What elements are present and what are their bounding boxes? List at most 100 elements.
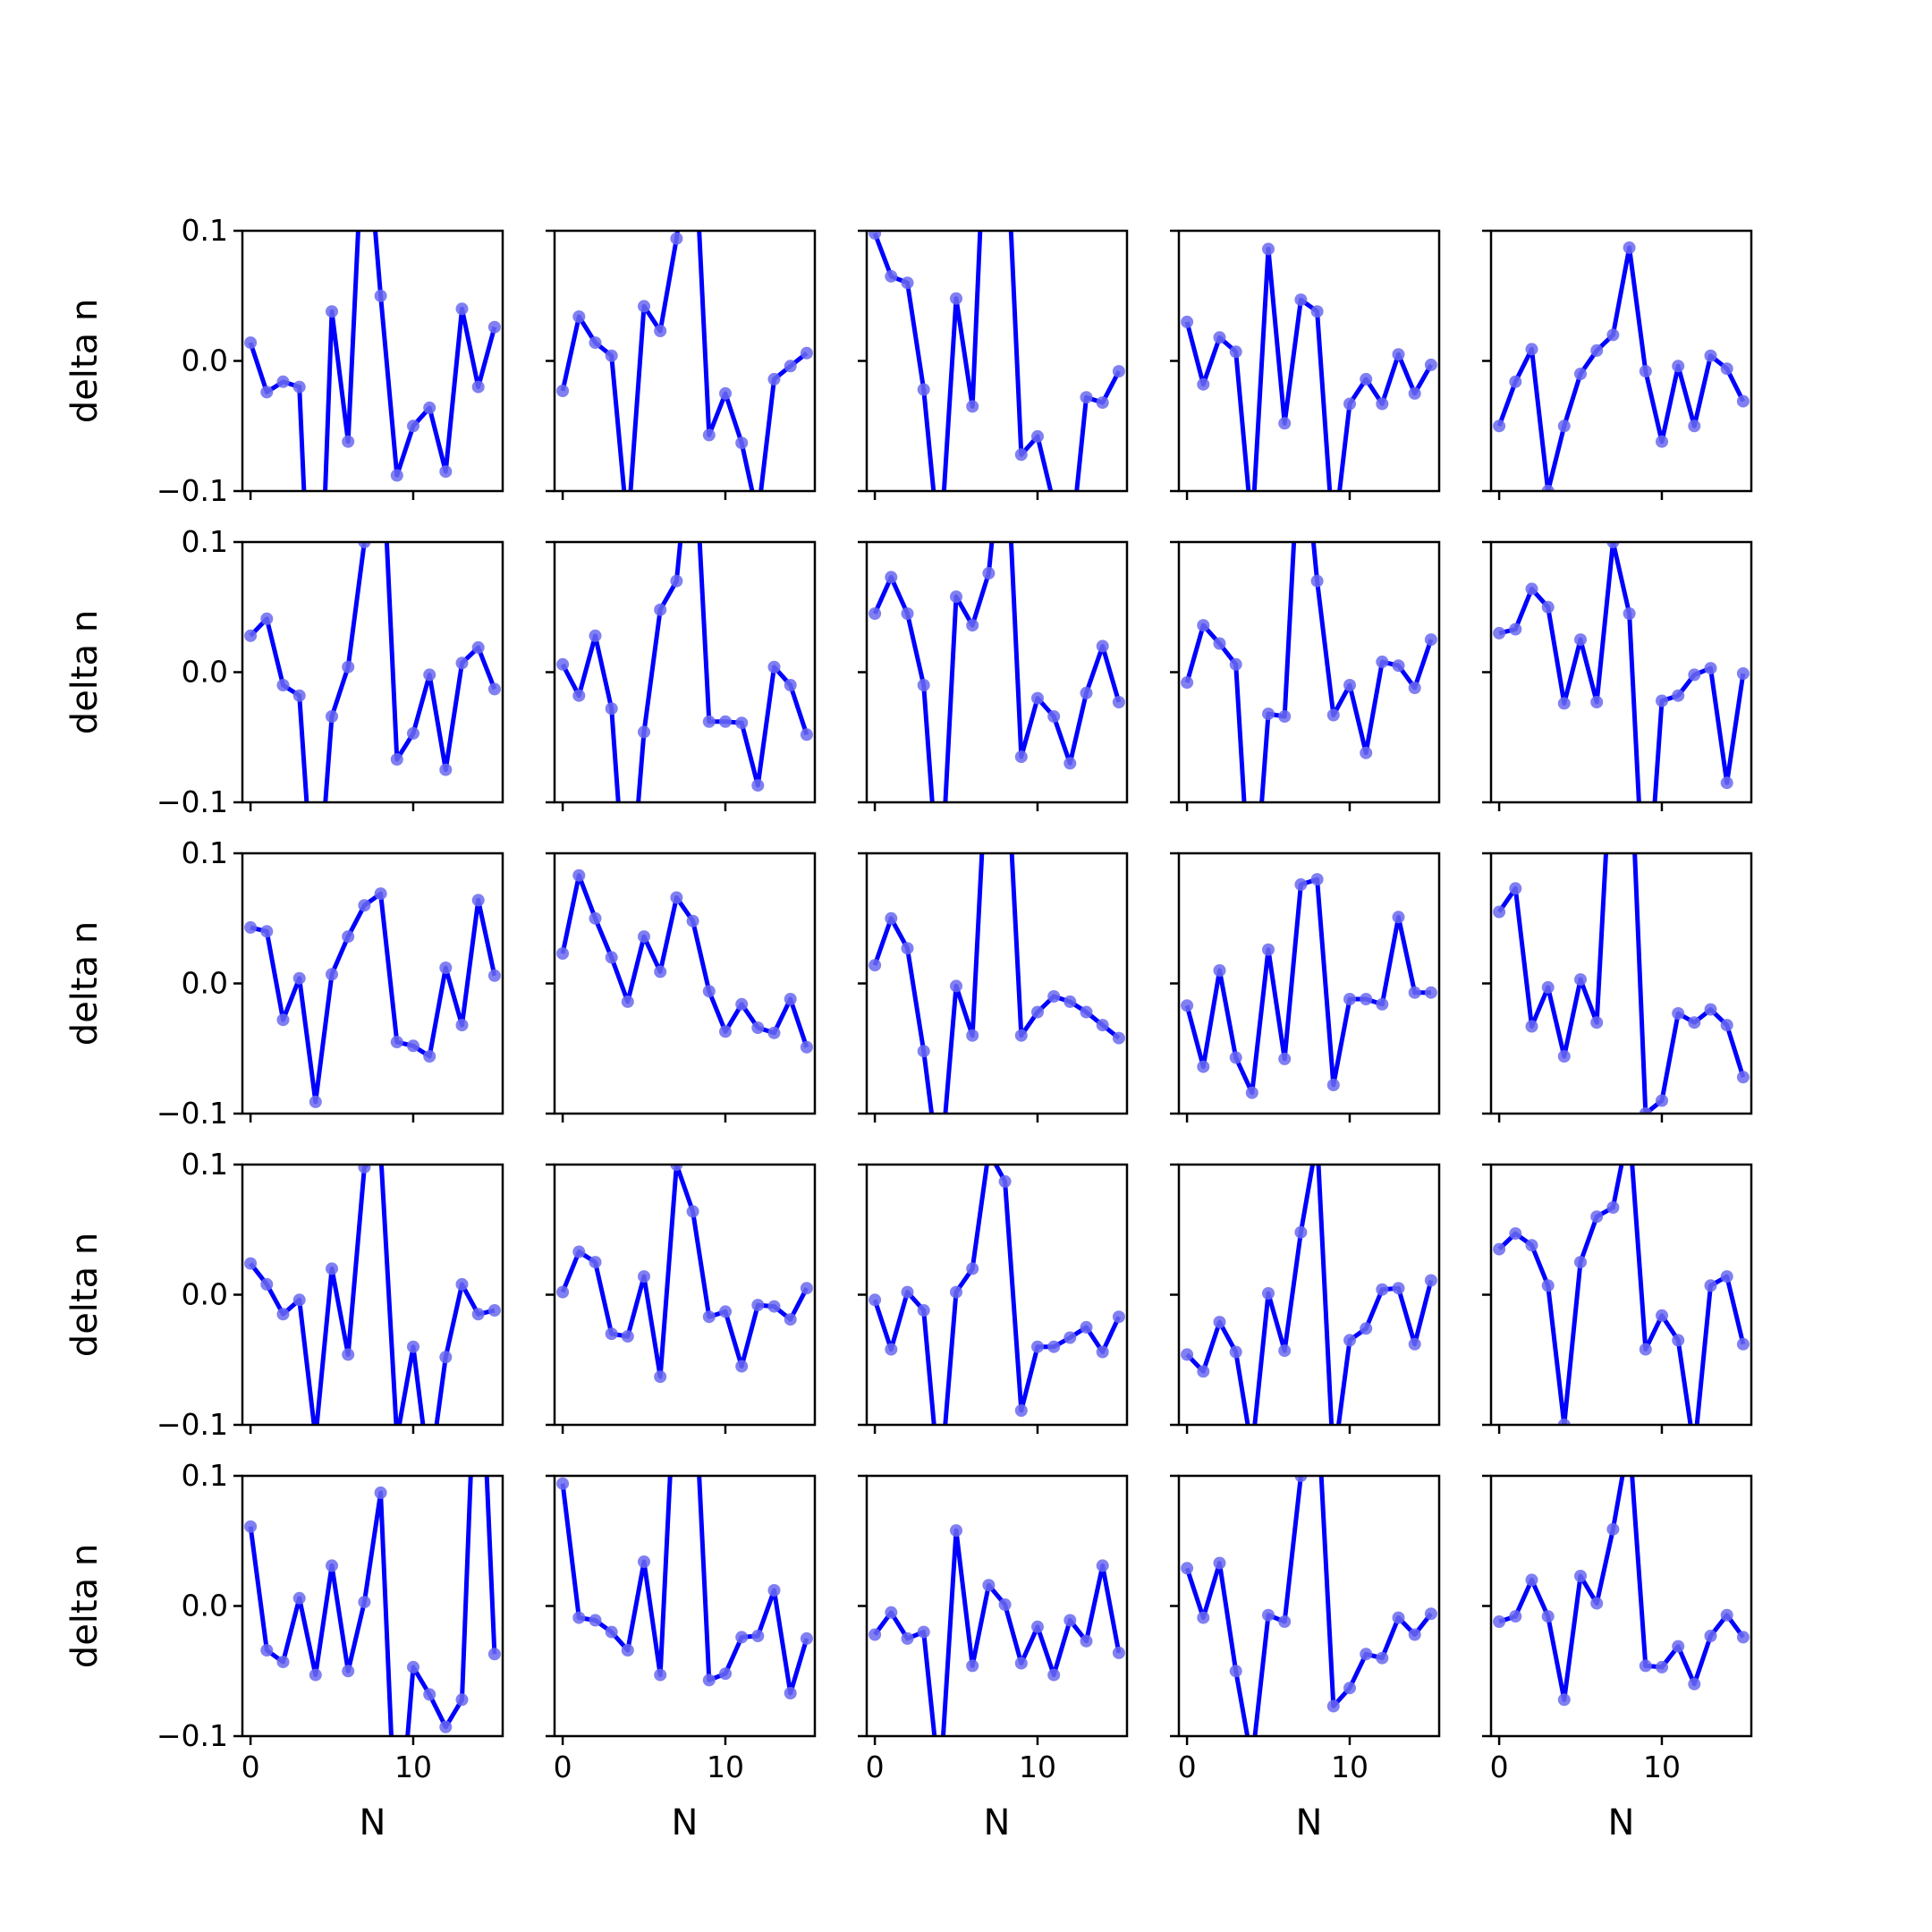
x-axis-label: N bbox=[1296, 1802, 1323, 1843]
data-point bbox=[800, 346, 813, 360]
series-group bbox=[1493, 1476, 1750, 1707]
data-point bbox=[1509, 1610, 1522, 1623]
data-point bbox=[1360, 372, 1373, 386]
series-line bbox=[1497, 853, 1746, 1114]
data-point bbox=[1294, 1476, 1308, 1482]
data-point bbox=[471, 894, 485, 907]
data-point bbox=[1031, 1005, 1044, 1019]
series-line bbox=[560, 1165, 809, 1379]
data-point bbox=[885, 1343, 898, 1356]
data-point bbox=[1623, 607, 1636, 620]
data-point bbox=[950, 979, 962, 993]
data-point bbox=[407, 1660, 419, 1674]
data-point bbox=[1326, 1699, 1340, 1713]
subplot-1-1: 0.1 0.0 −0.1 delta n bbox=[64, 213, 504, 508]
data-point bbox=[1525, 1020, 1538, 1033]
data-point bbox=[1262, 242, 1275, 256]
data-point bbox=[1606, 1522, 1620, 1536]
subplot-5-4: 0 10N bbox=[1170, 1474, 1441, 1843]
series-line bbox=[560, 873, 809, 1048]
data-point bbox=[487, 1648, 501, 1661]
data-point bbox=[244, 629, 258, 642]
data-point bbox=[1736, 1631, 1750, 1644]
data-point bbox=[950, 590, 962, 604]
data-point bbox=[1197, 1365, 1210, 1378]
data-point bbox=[1047, 990, 1061, 1003]
data-point bbox=[572, 1611, 586, 1624]
subplot-2-2 bbox=[546, 540, 817, 811]
data-point bbox=[670, 232, 683, 245]
data-point bbox=[869, 607, 882, 620]
data-point bbox=[1574, 368, 1587, 380]
series-group bbox=[869, 1165, 1125, 1425]
data-point bbox=[423, 1050, 436, 1063]
series-group bbox=[1493, 853, 1750, 1114]
series-group bbox=[244, 1476, 501, 1736]
data-point bbox=[342, 1348, 355, 1361]
data-point bbox=[292, 380, 306, 394]
data-point bbox=[719, 386, 732, 400]
data-point bbox=[1688, 668, 1701, 682]
series-group bbox=[1493, 241, 1750, 491]
data-point bbox=[1590, 1016, 1604, 1030]
data-point bbox=[1245, 1086, 1258, 1099]
data-point bbox=[390, 1036, 403, 1048]
subplot-3-5 bbox=[1482, 852, 1753, 1123]
y-tick-label: 0.0 bbox=[182, 1589, 228, 1623]
data-point bbox=[1525, 582, 1538, 596]
data-point bbox=[1493, 1615, 1506, 1628]
data-point bbox=[589, 336, 602, 350]
data-point bbox=[471, 1308, 485, 1321]
data-point bbox=[605, 1625, 618, 1639]
data-point bbox=[1574, 1256, 1587, 1269]
series-group bbox=[1493, 542, 1750, 802]
data-point bbox=[1408, 1628, 1421, 1641]
data-point bbox=[1063, 995, 1077, 1008]
data-point bbox=[1557, 1693, 1571, 1707]
data-point bbox=[800, 1631, 813, 1645]
x-axis-label: N bbox=[984, 1802, 1011, 1843]
series-line bbox=[872, 231, 1122, 491]
data-point bbox=[686, 1205, 699, 1218]
data-point bbox=[556, 947, 570, 960]
data-point bbox=[1656, 694, 1668, 708]
data-point bbox=[1656, 435, 1668, 448]
subplot-4-1: 0.1 0.0 −0.1 delta n bbox=[64, 1147, 504, 1442]
data-point bbox=[1310, 574, 1324, 588]
y-tick-label: 0.0 bbox=[182, 655, 228, 690]
data-point bbox=[1688, 1016, 1701, 1030]
data-point bbox=[1213, 964, 1226, 977]
data-point bbox=[342, 435, 355, 448]
series-group bbox=[1181, 873, 1437, 1099]
data-point bbox=[1014, 750, 1028, 764]
data-point bbox=[358, 542, 371, 548]
data-point bbox=[719, 1667, 732, 1681]
data-point bbox=[1493, 626, 1506, 640]
series-group bbox=[1181, 542, 1437, 802]
data-point bbox=[1262, 1287, 1275, 1300]
data-point bbox=[1509, 375, 1522, 388]
data-point bbox=[1014, 1657, 1028, 1670]
data-point bbox=[1408, 986, 1421, 999]
data-point bbox=[702, 428, 716, 442]
data-point bbox=[292, 1293, 306, 1307]
data-point bbox=[358, 1596, 371, 1609]
x-tick-label: 0 bbox=[1178, 1750, 1197, 1784]
data-point bbox=[276, 1656, 290, 1669]
series-group bbox=[244, 887, 501, 1108]
data-point bbox=[1080, 1320, 1093, 1334]
x-tick-label: 0 bbox=[554, 1750, 572, 1784]
series-line bbox=[1498, 542, 1746, 802]
y-axis-label: delta n bbox=[64, 610, 106, 734]
data-point bbox=[638, 300, 650, 313]
data-point bbox=[1557, 697, 1571, 710]
data-point bbox=[621, 1330, 634, 1343]
data-point bbox=[1736, 1337, 1750, 1351]
data-point bbox=[1310, 873, 1324, 886]
data-point bbox=[471, 380, 485, 394]
data-point bbox=[1294, 1225, 1308, 1239]
data-point bbox=[1080, 391, 1093, 404]
data-point bbox=[439, 1720, 453, 1733]
data-point bbox=[1014, 1029, 1028, 1042]
